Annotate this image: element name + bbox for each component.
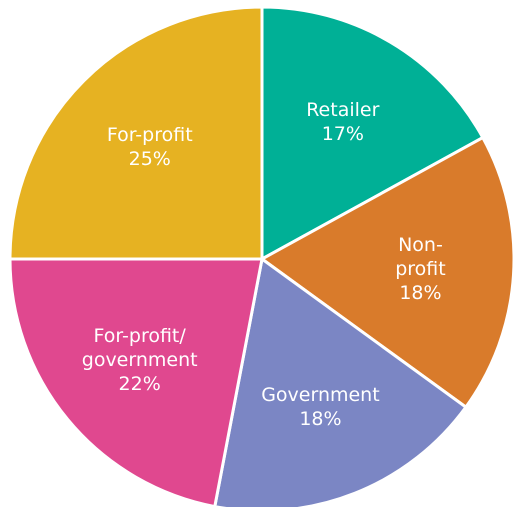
value-label: 18% xyxy=(399,281,442,304)
pie-slice xyxy=(8,5,264,261)
slice-label: For-profit/ government 22% xyxy=(82,324,198,396)
slice-label: Non-profit 18% xyxy=(374,233,467,305)
category-label: For-profit/ government xyxy=(81,325,198,372)
pie-slice xyxy=(260,136,513,409)
slice-label: For-profit 25% xyxy=(107,123,193,171)
category-label: For-profit xyxy=(106,123,193,146)
value-label: 17% xyxy=(321,123,364,146)
category-label: Government xyxy=(261,383,380,406)
value-label: 22% xyxy=(118,373,161,396)
pie-slice xyxy=(213,257,468,507)
value-label: 18% xyxy=(299,407,342,430)
pie-slice xyxy=(8,257,264,507)
category-label: Retailer xyxy=(306,99,380,122)
category-label: Non-profit xyxy=(395,233,446,280)
pie-slice xyxy=(260,5,485,261)
slice-label: Government 18% xyxy=(261,383,380,431)
slice-label: Retailer 17% xyxy=(306,98,379,146)
value-label: 25% xyxy=(128,147,171,170)
